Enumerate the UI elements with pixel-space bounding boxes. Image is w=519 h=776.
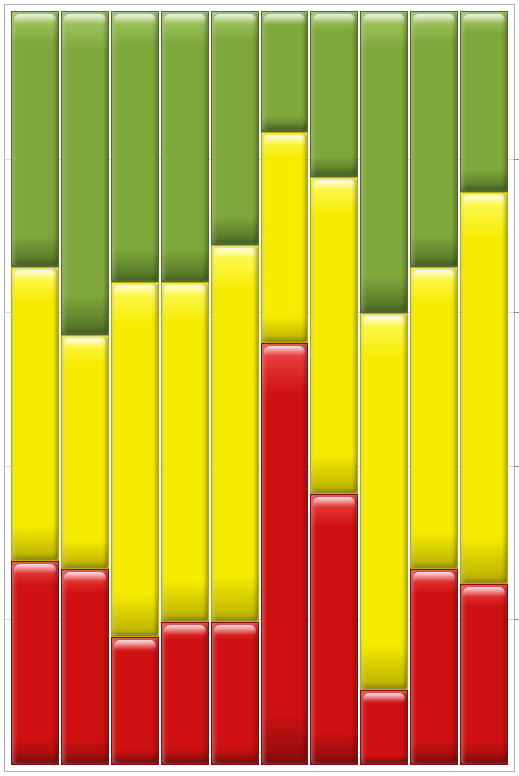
bar-column	[61, 11, 109, 765]
bar-segment-red	[111, 637, 159, 765]
bar-segment-yellow	[410, 267, 458, 569]
bar-segment-green	[11, 11, 59, 267]
bar-segment-red	[410, 569, 458, 765]
plot-area	[5, 5, 514, 771]
y-tick	[514, 466, 519, 467]
bar-segment-red	[261, 343, 309, 765]
y-tick	[514, 312, 519, 313]
bar-segment-yellow	[211, 245, 259, 622]
bar-column	[410, 11, 458, 765]
bar-segment-yellow	[261, 132, 309, 343]
bar-column	[360, 11, 408, 765]
bars-container	[11, 11, 508, 765]
y-tick	[514, 159, 519, 160]
bar-segment-yellow	[61, 335, 109, 569]
bar-column	[161, 11, 209, 765]
bar-segment-green	[460, 11, 508, 192]
bar-segment-red	[11, 561, 59, 765]
bar-segment-yellow	[460, 192, 508, 584]
bar-segment-green	[410, 11, 458, 267]
bar-segment-green	[261, 11, 309, 132]
bar-segment-yellow	[161, 282, 209, 621]
bar-segment-yellow	[11, 267, 59, 561]
bar-segment-red	[310, 494, 358, 765]
bar-segment-red	[460, 584, 508, 765]
bar-segment-green	[161, 11, 209, 282]
bar-column	[11, 11, 59, 765]
bar-segment-green	[360, 11, 408, 313]
bar-segment-green	[61, 11, 109, 335]
bar-segment-yellow	[111, 282, 159, 636]
bar-segment-red	[211, 622, 259, 765]
bar-column	[211, 11, 259, 765]
bar-segment-yellow	[360, 313, 408, 690]
bar-segment-red	[161, 622, 209, 765]
bar-segment-red	[61, 569, 109, 765]
bar-segment-yellow	[310, 177, 358, 494]
y-tick	[514, 619, 519, 620]
bar-column	[111, 11, 159, 765]
bar-segment-green	[211, 11, 259, 245]
bar-segment-red	[360, 690, 408, 765]
bar-segment-green	[310, 11, 358, 177]
bar-segment-green	[111, 11, 159, 282]
bar-column	[310, 11, 358, 765]
bar-column	[460, 11, 508, 765]
chart-frame	[4, 4, 515, 772]
bar-column	[261, 11, 309, 765]
